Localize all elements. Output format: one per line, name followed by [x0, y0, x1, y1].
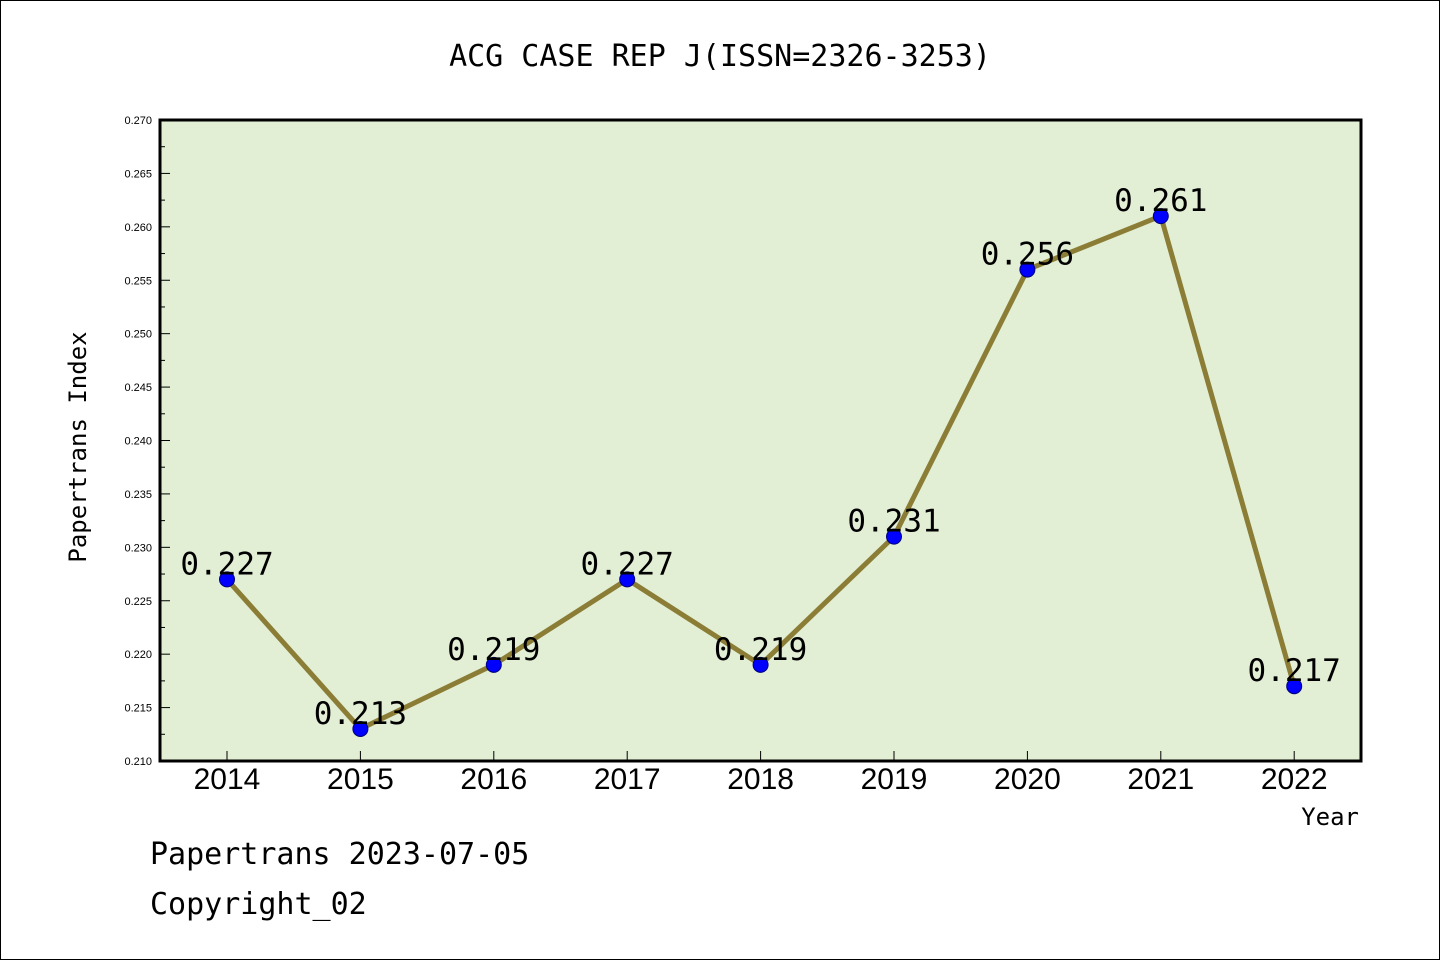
data-point [619, 571, 636, 588]
data-label: 0.217 [1248, 653, 1341, 689]
data-point [752, 656, 769, 673]
data-point [352, 720, 369, 737]
y-tick-label: 0.220 [124, 649, 152, 661]
data-label: 0.256 [981, 237, 1074, 273]
x-tick-label: 2014 [194, 763, 261, 796]
y-tick-label: 0.255 [124, 275, 152, 287]
y-axis-label: Papertrans Index [64, 331, 92, 562]
y-tick-label: 0.235 [124, 489, 152, 501]
data-point [1286, 678, 1303, 695]
x-tick-label: 2017 [594, 763, 661, 796]
x-tick-label: 2018 [727, 763, 794, 796]
x-tick-label: 2021 [1127, 763, 1194, 796]
y-tick-label: 0.250 [124, 329, 152, 341]
data-point [1152, 208, 1169, 225]
x-tick-label: 2022 [1261, 763, 1328, 796]
data-point [886, 528, 902, 545]
y-tick-label: 0.240 [124, 436, 152, 448]
chart-title: ACG CASE REP J(ISSN=2326-3253) [449, 39, 991, 74]
x-axis: 2014 2015 2016 2017 2018 2019 2020 2021 2022 [194, 751, 1328, 796]
y-tick-label: 0.245 [124, 382, 152, 394]
footer-copyright: Copyright_02 [150, 887, 367, 922]
y-tick-label: 0.260 [124, 222, 152, 234]
data-label: 0.227 [180, 546, 273, 582]
x-tick-label: 2020 [994, 763, 1061, 796]
x-tick-label: 2016 [460, 763, 527, 796]
y-tick-label: 0.230 [124, 542, 152, 554]
data-label: 0.219 [714, 632, 807, 668]
footer-date: Papertrans 2023-07-05 [150, 837, 529, 872]
y-axis: 0.210 0.215 0.220 0.225 0.230 0.235 0.240 0.245… [124, 115, 170, 768]
data-point [1019, 261, 1036, 278]
plot-area [160, 120, 1361, 761]
x-tick-label: 2019 [861, 763, 928, 796]
x-axis-label: Year [1301, 803, 1359, 831]
y-tick-label: 0.215 [124, 703, 152, 715]
data-markers [219, 208, 1303, 737]
y-tick-label: 0.225 [124, 596, 152, 608]
y-tick-label: 0.270 [124, 115, 152, 127]
data-label: 0.231 [847, 504, 940, 540]
data-label: 0.227 [581, 546, 674, 582]
plot-border [158, 118, 1363, 763]
y-tick-label: 0.210 [124, 756, 152, 768]
data-label: 0.219 [447, 632, 540, 668]
data-label: 0.213 [314, 696, 407, 732]
x-tick-label: 2015 [327, 763, 394, 796]
data-point [219, 571, 235, 588]
y-tick-label: 0.265 [124, 168, 152, 180]
data-point [485, 656, 502, 673]
data-labels: 0.227 0.213 0.219 0.227 0.219 0.231 0.256 0.261… [180, 183, 1341, 732]
data-label: 0.261 [1114, 183, 1207, 219]
